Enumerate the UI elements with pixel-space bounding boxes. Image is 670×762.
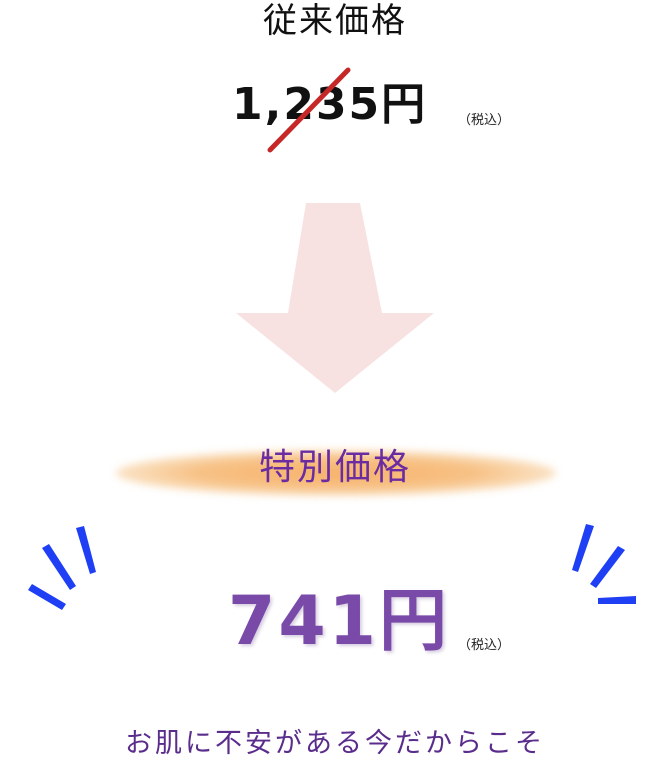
tagline: お肌に不安がある今だからこそ <box>125 728 545 759</box>
strikethrough-line <box>267 67 351 153</box>
heading-glow <box>116 450 556 496</box>
emphasis-burst-left-icon <box>28 526 96 610</box>
special-price-heading: 特別価格 <box>258 447 411 488</box>
special-tax-note: （税込） <box>458 638 511 653</box>
regular-price-heading: 従来価格 <box>263 1 407 41</box>
emphasis-burst-right-icon <box>572 524 636 604</box>
regular-tax-note: （税込） <box>458 113 511 128</box>
down-arrow-icon <box>236 203 434 393</box>
special-price-value: 741円 <box>228 582 450 661</box>
